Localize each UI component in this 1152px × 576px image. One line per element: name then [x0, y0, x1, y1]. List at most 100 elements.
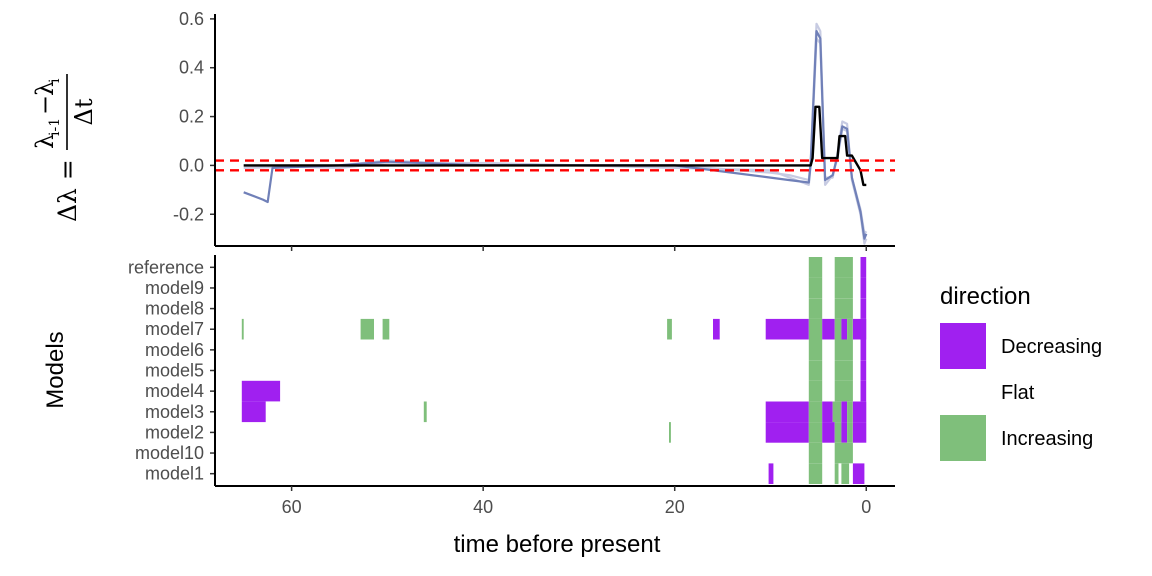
legend: direction Decreasing Flat Increasing — [940, 283, 1102, 461]
tile-model1-increasing — [834, 463, 839, 484]
tile-model7-decreasing — [822, 318, 835, 340]
row-label-model7: model7 — [145, 319, 204, 339]
tile-model3-increasing — [423, 401, 427, 423]
tile-model7-increasing — [808, 318, 823, 340]
tile-model8-increasing — [834, 298, 853, 319]
tile-model1-increasing — [841, 463, 850, 484]
tile-model7-decreasing — [852, 318, 867, 340]
tile-model2-decreasing — [841, 422, 848, 443]
x-axis-title: time before present — [454, 531, 661, 558]
tile-model3-decreasing — [841, 401, 848, 423]
legend-key-flat — [940, 369, 986, 415]
tile-model8-decreasing — [860, 298, 867, 319]
tile-reference-increasing — [808, 257, 823, 278]
tile-model3-increasing — [808, 401, 823, 423]
tile-model6-increasing — [808, 339, 823, 361]
row-label-model2: model2 — [145, 422, 204, 442]
tile-model9-increasing — [834, 277, 853, 299]
row-label-model9: model9 — [145, 278, 204, 298]
ylabel-num-sub1: i-1 — [47, 118, 63, 136]
tile-model3-decreasing — [241, 401, 266, 423]
top-y-ticks: -0.2 0.0 0.2 0.4 0.6 — [173, 9, 215, 224]
tile-model5-increasing — [834, 360, 853, 381]
tile-model9-decreasing — [860, 277, 867, 299]
tile-model2-increasing — [847, 422, 853, 443]
tile-model4-decreasing — [241, 380, 281, 402]
tile-model6-increasing — [834, 339, 853, 361]
tile-model1-increasing — [808, 463, 823, 484]
tile-model3-decreasing — [852, 401, 867, 423]
ylabel-den: Δt — [70, 98, 98, 125]
tile-model3-increasing — [832, 401, 842, 423]
legend-title: direction — [940, 283, 1031, 310]
bottom-x-ticks: 60 40 20 0 — [282, 486, 871, 517]
threshold-lines — [215, 159, 895, 172]
tile-model2-increasing — [834, 422, 842, 443]
row-label-model4: model4 — [145, 381, 204, 401]
tile-model7-decreasing — [841, 318, 848, 340]
tile-model7-increasing — [360, 318, 374, 340]
tile-model4-increasing — [834, 380, 853, 402]
tile-model5-decreasing — [860, 360, 867, 381]
legend-label-increasing: Increasing — [1001, 428, 1093, 450]
row-label-model8: model8 — [145, 299, 204, 319]
legend-label-flat: Flat — [1001, 382, 1035, 404]
ylabel-lhs: Δλ = — [53, 159, 82, 222]
legend-key-increasing — [940, 415, 986, 461]
bottom-x-tick-label: 60 — [282, 497, 302, 517]
bottom-x-tick-label: 20 — [665, 497, 685, 517]
ensemble-line-1 — [243, 22, 868, 245]
tile-reference-decreasing — [860, 257, 867, 278]
tile-model6-decreasing — [860, 339, 867, 361]
row-label-model1: model1 — [145, 464, 204, 484]
tile-model1-decreasing — [768, 463, 774, 484]
top-y-tick-label: 0.4 — [179, 58, 204, 78]
top-y-tick-label: 0.6 — [179, 9, 204, 29]
tile-model2-decreasing — [822, 422, 835, 443]
tile-model2-increasing — [669, 422, 671, 443]
row-labels: model1model10model2model3model4model5mod… — [128, 257, 215, 484]
top-panel: -0.2 0.0 0.2 0.4 0.6 Δλ = λ i-1 − λ i Δt — [31, 9, 895, 251]
row-label-model3: model3 — [145, 402, 204, 422]
top-x-ticks — [290, 246, 868, 251]
bottom-x-tick-label: 0 — [861, 497, 871, 517]
ensemble-line-2 — [243, 37, 868, 235]
bottom-x-tick-label: 40 — [473, 497, 493, 517]
legend-items: Decreasing Flat Increasing — [940, 323, 1102, 461]
tile-model7-increasing — [382, 318, 390, 340]
legend-label-decreasing: Decreasing — [1001, 336, 1102, 358]
reference-line — [243, 105, 867, 187]
tile-model8-increasing — [808, 298, 823, 319]
tile-model10-increasing — [808, 442, 823, 464]
ensemble-line-3 — [243, 30, 868, 240]
tile-model7-increasing — [847, 318, 853, 340]
tile-model7-decreasing — [765, 318, 809, 340]
ylabel-num-sub2: i — [47, 78, 63, 83]
tile-model3-decreasing — [822, 401, 833, 423]
legend-key-decreasing — [940, 323, 986, 369]
row-label-model6: model6 — [145, 340, 204, 360]
row-label-model10: model10 — [135, 443, 204, 463]
bottom-y-axis-title: Models — [42, 331, 69, 408]
top-y-tick-label: 0.2 — [179, 107, 204, 127]
tile-model7-increasing — [667, 318, 672, 340]
ylabel-num-lambda2: λ — [31, 81, 59, 96]
tile-model9-increasing — [808, 277, 823, 299]
tile-model10-increasing — [834, 442, 853, 464]
tile-model7-decreasing — [713, 318, 720, 340]
tile-model7-increasing — [834, 318, 842, 340]
tile-model4-increasing — [808, 380, 823, 402]
top-series-group — [243, 22, 868, 245]
heatmap-tiles — [241, 257, 867, 484]
tile-model7-increasing — [241, 318, 244, 340]
tile-model3-decreasing — [765, 401, 809, 423]
top-y-axis-title: Δλ = λ i-1 − λ i Δt — [31, 74, 98, 222]
tile-model2-decreasing — [852, 422, 867, 443]
row-label-reference: reference — [128, 257, 204, 277]
tile-model4-decreasing — [860, 380, 867, 402]
tile-model3-increasing — [847, 401, 853, 423]
top-y-tick-label: -0.2 — [173, 204, 204, 224]
ylabel-num-minus: − — [31, 95, 59, 115]
tile-model5-increasing — [808, 360, 823, 381]
